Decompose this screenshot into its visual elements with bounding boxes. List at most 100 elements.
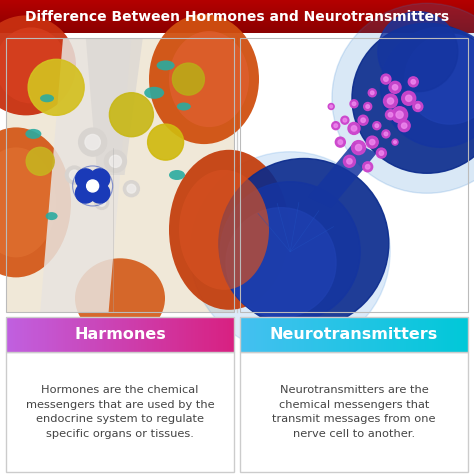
Bar xyxy=(406,317,409,352)
Bar xyxy=(154,317,157,352)
Bar xyxy=(10,317,13,352)
PathPatch shape xyxy=(86,38,143,175)
Bar xyxy=(461,317,464,352)
Bar xyxy=(104,317,107,352)
Bar xyxy=(193,317,196,352)
Bar xyxy=(200,317,202,352)
Circle shape xyxy=(341,116,349,124)
Circle shape xyxy=(373,122,381,130)
Bar xyxy=(113,317,116,352)
Bar xyxy=(54,317,57,352)
Bar xyxy=(306,317,309,352)
Bar xyxy=(0,4,474,5)
Bar xyxy=(450,317,453,352)
Bar xyxy=(354,317,357,352)
Bar xyxy=(40,317,43,352)
Bar xyxy=(383,317,386,352)
Circle shape xyxy=(190,152,390,352)
Circle shape xyxy=(364,102,372,110)
Bar xyxy=(0,14,474,15)
Bar xyxy=(352,317,355,352)
Bar xyxy=(0,16,474,17)
Bar xyxy=(459,317,462,352)
Bar xyxy=(122,317,125,352)
Bar xyxy=(145,317,148,352)
Bar xyxy=(0,8,474,9)
Bar xyxy=(8,317,11,352)
Bar xyxy=(343,317,346,352)
Bar xyxy=(418,317,420,352)
Circle shape xyxy=(381,27,474,147)
Bar xyxy=(13,317,16,352)
Bar xyxy=(106,317,109,352)
Bar xyxy=(143,317,146,352)
Bar xyxy=(223,317,225,352)
Circle shape xyxy=(338,140,343,145)
Bar xyxy=(116,317,118,352)
Bar xyxy=(363,317,366,352)
Circle shape xyxy=(109,93,154,137)
Bar xyxy=(420,317,423,352)
Bar xyxy=(0,30,474,31)
Bar xyxy=(382,317,384,352)
Bar xyxy=(422,317,425,352)
Circle shape xyxy=(90,183,109,203)
Bar xyxy=(0,1,474,2)
Bar xyxy=(198,317,201,352)
Bar xyxy=(27,317,29,352)
Circle shape xyxy=(28,59,84,115)
Circle shape xyxy=(384,132,388,136)
Bar xyxy=(320,317,323,352)
Bar xyxy=(207,317,210,352)
Bar xyxy=(45,317,47,352)
Bar xyxy=(68,317,70,352)
Circle shape xyxy=(109,155,121,167)
Bar xyxy=(0,20,474,21)
Bar xyxy=(240,38,468,312)
Bar xyxy=(0,22,474,23)
Bar xyxy=(331,317,334,352)
Bar xyxy=(147,317,150,352)
Circle shape xyxy=(396,111,403,118)
Circle shape xyxy=(383,94,398,108)
Bar xyxy=(313,317,316,352)
Bar xyxy=(290,317,293,352)
Bar xyxy=(184,317,187,352)
Bar xyxy=(92,317,95,352)
Circle shape xyxy=(405,34,474,124)
Bar xyxy=(33,317,36,352)
Ellipse shape xyxy=(46,212,58,220)
Bar xyxy=(338,317,341,352)
Bar xyxy=(0,11,474,12)
Circle shape xyxy=(123,181,139,197)
Bar xyxy=(86,317,89,352)
Ellipse shape xyxy=(26,129,41,139)
Bar xyxy=(150,317,153,352)
Bar xyxy=(0,15,474,16)
Bar xyxy=(340,317,343,352)
Bar xyxy=(131,317,134,352)
Circle shape xyxy=(219,158,389,328)
Bar xyxy=(120,317,123,352)
Bar xyxy=(315,317,318,352)
Bar xyxy=(304,317,307,352)
Bar xyxy=(356,317,359,352)
Bar xyxy=(74,317,77,352)
Bar xyxy=(318,317,320,352)
Bar xyxy=(274,317,277,352)
Circle shape xyxy=(173,63,204,95)
Ellipse shape xyxy=(179,170,269,290)
Circle shape xyxy=(226,208,336,318)
Bar xyxy=(295,317,298,352)
Bar xyxy=(334,317,336,352)
Bar xyxy=(209,317,212,352)
Circle shape xyxy=(370,139,375,145)
Circle shape xyxy=(383,77,388,82)
Bar xyxy=(31,317,34,352)
Bar xyxy=(229,317,232,352)
Bar xyxy=(43,317,45,352)
Circle shape xyxy=(334,124,337,128)
Bar xyxy=(49,317,52,352)
Circle shape xyxy=(406,95,412,101)
Circle shape xyxy=(358,115,368,125)
